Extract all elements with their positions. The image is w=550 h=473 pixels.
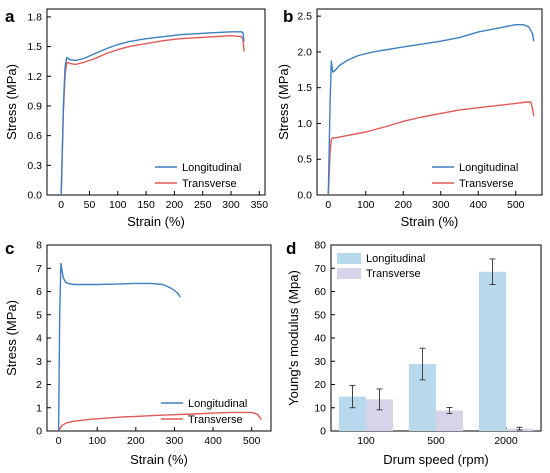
y-tick-label: 20 bbox=[314, 379, 326, 391]
legend-label: Transverse bbox=[182, 178, 237, 190]
series-line-transverse bbox=[57, 411, 262, 432]
x-tick-label: 0 bbox=[58, 199, 64, 211]
x-tick-label: 50 bbox=[84, 199, 96, 211]
x-axis-label: Strain (%) bbox=[127, 214, 185, 229]
x-tick-label: 500 bbox=[243, 435, 261, 447]
y-tick-label: 0.0 bbox=[297, 190, 312, 202]
x-tick-label: 250 bbox=[194, 199, 212, 211]
y-tick-label: 1.0 bbox=[297, 118, 312, 130]
x-tick-label: 300 bbox=[222, 199, 240, 211]
x-tick-label: 200 bbox=[166, 199, 184, 211]
legend-swatch bbox=[337, 253, 361, 264]
y-tick-label: 4 bbox=[36, 333, 42, 345]
legend-label: Longitudinal bbox=[188, 398, 247, 410]
y-axis-label: Stress (MPa) bbox=[4, 64, 19, 140]
y-tick-label: 30 bbox=[314, 356, 326, 368]
legend-label: Longitudinal bbox=[459, 162, 518, 174]
legend-label: Transverse bbox=[459, 178, 514, 190]
y-tick-label: 80 bbox=[314, 240, 326, 252]
y-tick-label: 1 bbox=[36, 402, 42, 414]
y-tick-label: 1.2 bbox=[27, 71, 42, 83]
x-tick-label: 100 bbox=[88, 435, 106, 447]
legend-label: Longitudinal bbox=[182, 162, 241, 174]
legend-label: Transverse bbox=[366, 268, 421, 280]
y-tick-label: 0 bbox=[36, 426, 42, 438]
legend-swatch bbox=[337, 268, 361, 279]
y-tick-label: 0.0 bbox=[27, 190, 42, 202]
y-tick-label: 3 bbox=[36, 356, 42, 368]
x-tick-label: 150 bbox=[137, 199, 155, 211]
y-tick-label: 0.6 bbox=[27, 130, 42, 142]
x-axis-label: Drum speed (rpm) bbox=[383, 452, 488, 467]
y-tick-label: 7 bbox=[36, 263, 42, 275]
x-tick-label: 400 bbox=[204, 435, 222, 447]
legend-label: Transverse bbox=[188, 414, 243, 426]
panel-c: c 0 1 2 3 4 5 6 7 8 Strain (%) Stress (MPa) 0 100 200 3… bbox=[4, 239, 272, 467]
x-tick-label: 0 bbox=[325, 199, 331, 211]
series-line-longitudinal bbox=[57, 262, 181, 432]
y-tick-label: 0.5 bbox=[297, 154, 312, 166]
y-tick-label: 6 bbox=[36, 286, 42, 298]
y-tick-label: 50 bbox=[314, 309, 326, 321]
x-tick-label: 200 bbox=[394, 199, 412, 211]
x-tick-label: 300 bbox=[432, 199, 450, 211]
y-tick-label: 0.3 bbox=[27, 160, 42, 172]
series-line-transverse bbox=[327, 101, 535, 196]
series-line-longitudinal bbox=[327, 24, 535, 196]
y-tick-label: 1.8 bbox=[27, 11, 42, 23]
y-tick-label: 70 bbox=[314, 263, 326, 275]
x-tick-label: 0 bbox=[56, 435, 62, 447]
series-line-transverse bbox=[60, 35, 245, 196]
x-tick-label: 100 bbox=[357, 435, 375, 447]
x-tick-label: 500 bbox=[427, 435, 445, 447]
panel-a: a 0.0 0.3 0.6 0.9 1.2 1.5 1.8 Strain (%) Stress (… bbox=[4, 7, 268, 229]
y-tick-label: 5 bbox=[36, 309, 42, 321]
y-tick-label: 8 bbox=[36, 240, 42, 252]
x-tick-label: 400 bbox=[469, 199, 487, 211]
y-axis-label: Young's modulus (Mpa) bbox=[286, 270, 301, 406]
panel-letter: d bbox=[286, 239, 296, 258]
panel-letter: c bbox=[5, 239, 14, 258]
panel-letter: a bbox=[5, 7, 15, 26]
panel-d: d 0 10 20 30 40 50 60 70 80 Drum speed (rpm) Young'… bbox=[286, 239, 542, 467]
y-tick-label: 1.5 bbox=[27, 41, 42, 53]
legend-label: Longitudinal bbox=[366, 253, 425, 265]
x-tick-label: 100 bbox=[109, 199, 127, 211]
y-axis-label: Stress (MPa) bbox=[276, 64, 291, 140]
y-tick-label: 60 bbox=[314, 286, 326, 298]
y-tick-label: 0 bbox=[320, 426, 326, 438]
panel-b: b 0.0 0.5 1.0 1.5 2.0 2.5 Strain (%) Stress (MPa… bbox=[276, 7, 543, 229]
x-tick-label: 200 bbox=[127, 435, 145, 447]
plot-frame bbox=[46, 8, 266, 196]
bar-transverse-500 bbox=[436, 410, 463, 431]
x-axis-label: Strain (%) bbox=[401, 214, 459, 229]
y-tick-label: 2.5 bbox=[297, 11, 312, 23]
plot-frame bbox=[316, 8, 543, 196]
x-tick-label: 500 bbox=[507, 199, 525, 211]
y-tick-label: 2.0 bbox=[297, 46, 312, 58]
x-tick-label: 350 bbox=[251, 199, 269, 211]
y-tick-label: 40 bbox=[314, 333, 326, 345]
y-axis-label: Stress (MPa) bbox=[4, 300, 19, 376]
y-tick-label: 0.9 bbox=[27, 100, 42, 112]
x-tick-label: 100 bbox=[357, 199, 375, 211]
bar-longitudinal-2000 bbox=[479, 271, 506, 431]
y-tick-label: 2 bbox=[36, 379, 42, 391]
x-tick-label: 2000 bbox=[494, 435, 518, 447]
y-tick-label: 10 bbox=[314, 402, 326, 414]
x-tick-label: 300 bbox=[166, 435, 184, 447]
panel-letter: b bbox=[283, 7, 293, 26]
y-tick-label: 1.5 bbox=[297, 82, 312, 94]
series-line-longitudinal bbox=[60, 31, 245, 196]
x-axis-label: Strain (%) bbox=[130, 452, 188, 467]
